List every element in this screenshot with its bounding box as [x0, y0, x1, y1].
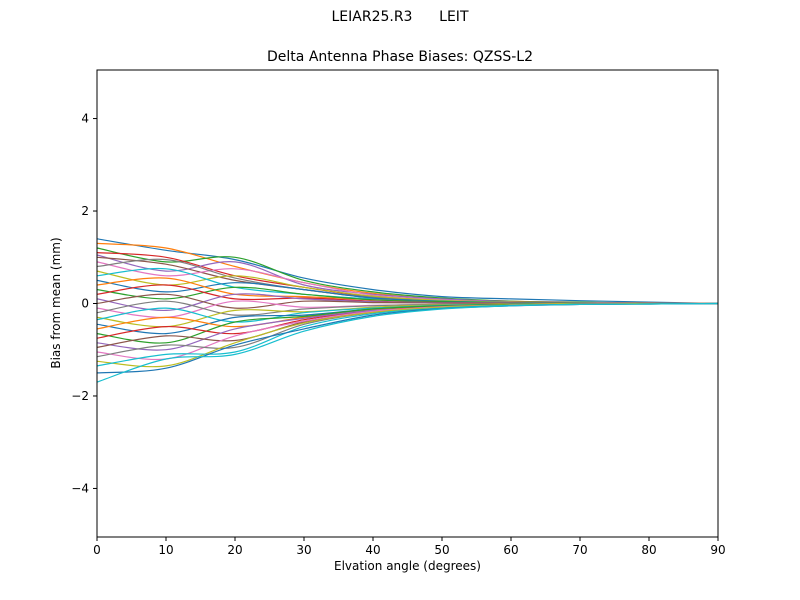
y-tick-label: 0 [81, 297, 89, 311]
x-tick-label: 90 [710, 543, 725, 557]
y-axis-ticks: −4 −2 0 2 4 [71, 112, 97, 495]
x-axis-label: Elvation angle (degrees) [334, 559, 481, 573]
x-tick-label: 40 [365, 543, 380, 557]
x-tick-label: 10 [158, 543, 173, 557]
x-tick-label: 50 [434, 543, 449, 557]
chart-title: LEIAR25.R3 LEIT [331, 9, 469, 25]
y-tick-label: −2 [71, 389, 89, 403]
x-tick-label: 70 [572, 543, 587, 557]
chart-subtitle: Delta Antenna Phase Biases: QZSS-L2 [267, 49, 533, 65]
y-tick-label: −4 [71, 481, 89, 495]
series-line-bias-32 [97, 302, 718, 383]
x-tick-label: 80 [641, 543, 656, 557]
x-axis-ticks: 0 10 20 30 40 50 60 70 80 90 [93, 537, 726, 557]
series-lines [97, 238, 718, 383]
x-tick-label: 20 [227, 543, 242, 557]
y-tick-label: 4 [81, 112, 89, 126]
x-tick-label: 0 [93, 543, 101, 557]
series-line-bias-11 [97, 279, 718, 305]
x-tick-label: 30 [296, 543, 311, 557]
series-line-bias-01 [97, 238, 718, 305]
x-tick-label: 60 [503, 543, 518, 557]
series-line-bias-31 [97, 302, 718, 374]
y-tick-label: 2 [81, 204, 89, 218]
